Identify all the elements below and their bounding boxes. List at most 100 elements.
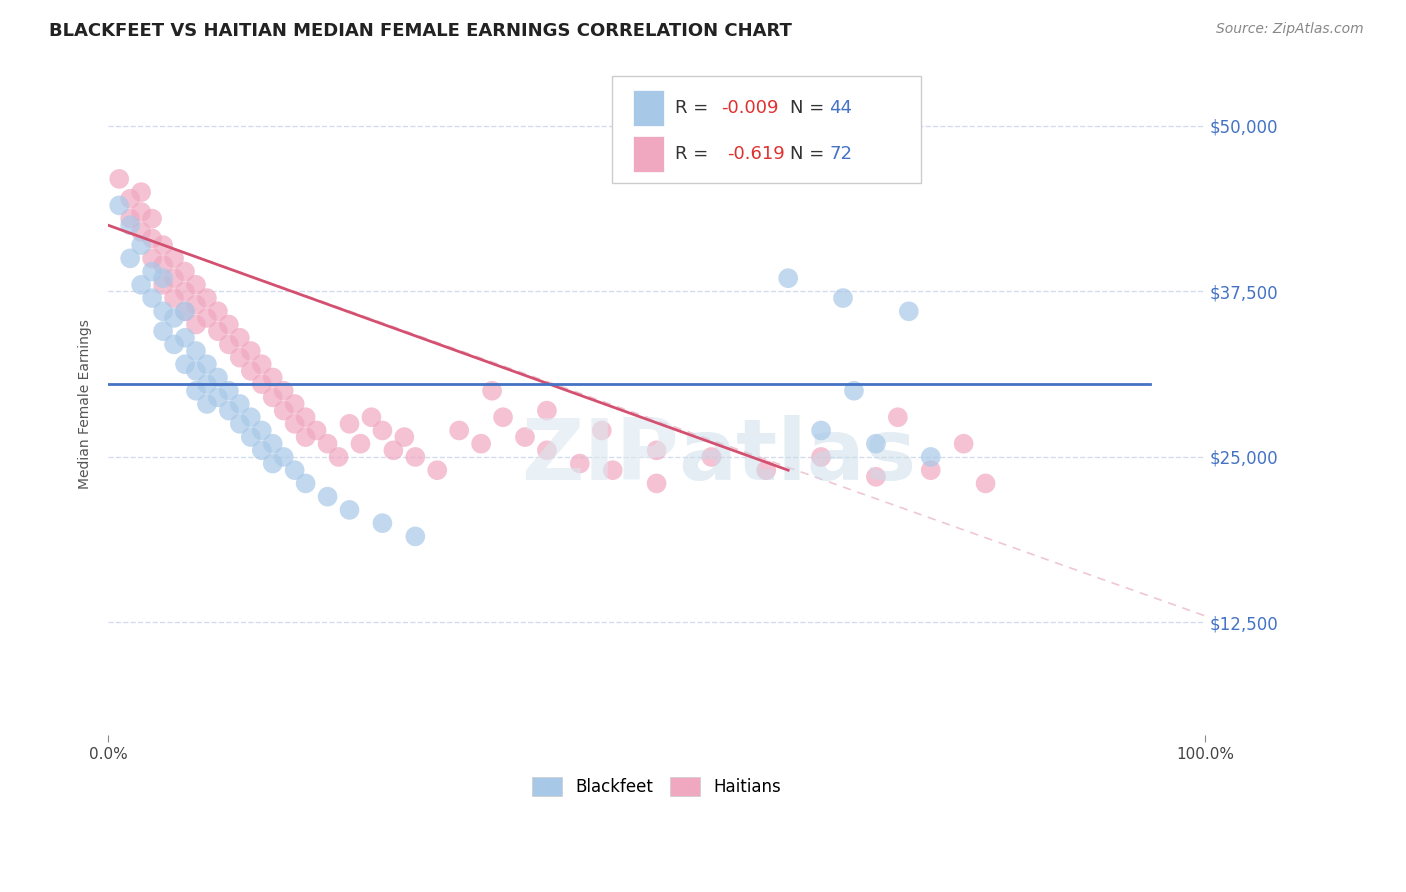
Point xyxy=(129,185,152,199)
Point xyxy=(239,410,262,425)
Point xyxy=(865,436,887,450)
Point xyxy=(120,211,142,226)
Point xyxy=(492,410,515,425)
Point xyxy=(184,298,207,312)
Point xyxy=(152,258,174,272)
Point xyxy=(239,364,262,378)
Point xyxy=(163,310,186,325)
Point xyxy=(371,516,394,530)
Point xyxy=(700,450,723,464)
Point xyxy=(229,351,252,365)
Point xyxy=(262,457,284,471)
Point xyxy=(229,331,252,345)
Point xyxy=(207,370,229,384)
Point xyxy=(250,357,273,371)
Point xyxy=(229,417,252,431)
Point xyxy=(163,252,186,266)
Point xyxy=(152,324,174,338)
Point xyxy=(974,476,997,491)
Point xyxy=(273,384,295,398)
Point xyxy=(339,417,361,431)
Text: Source: ZipAtlas.com: Source: ZipAtlas.com xyxy=(1216,22,1364,37)
Point xyxy=(184,364,207,378)
Point xyxy=(810,424,832,438)
Point xyxy=(229,397,252,411)
Point xyxy=(184,384,207,398)
Point xyxy=(513,430,536,444)
Point xyxy=(284,417,307,431)
Point xyxy=(207,390,229,404)
Point xyxy=(163,337,186,351)
Point xyxy=(273,403,295,417)
Point xyxy=(349,436,371,450)
Text: R =: R = xyxy=(675,145,720,163)
Point xyxy=(152,271,174,285)
Point xyxy=(152,277,174,292)
Point xyxy=(536,403,558,417)
Point xyxy=(163,271,186,285)
Point xyxy=(129,238,152,252)
Point xyxy=(108,198,131,212)
Point xyxy=(184,318,207,332)
Text: ZIP: ZIP xyxy=(520,416,679,499)
Point xyxy=(141,252,163,266)
Point xyxy=(174,357,197,371)
Point xyxy=(218,318,240,332)
Point xyxy=(404,529,426,543)
Point xyxy=(360,410,382,425)
Point xyxy=(294,476,316,491)
Point xyxy=(174,331,197,345)
Point xyxy=(602,463,624,477)
Point xyxy=(262,390,284,404)
Y-axis label: Median Female Earnings: Median Female Earnings xyxy=(79,319,93,489)
Point xyxy=(887,410,910,425)
Point xyxy=(897,304,920,318)
Text: R =: R = xyxy=(675,99,714,117)
Point xyxy=(832,291,855,305)
Point xyxy=(195,291,218,305)
Point xyxy=(152,304,174,318)
Point xyxy=(952,436,974,450)
Point xyxy=(120,219,142,233)
Point xyxy=(195,357,218,371)
Point xyxy=(195,310,218,325)
Point xyxy=(591,424,613,438)
Point xyxy=(174,304,197,318)
Point xyxy=(284,463,307,477)
Point xyxy=(129,277,152,292)
Point xyxy=(449,424,471,438)
Point xyxy=(218,403,240,417)
Point xyxy=(316,490,339,504)
Point xyxy=(568,457,591,471)
Legend: Blackfeet, Haitians: Blackfeet, Haitians xyxy=(526,770,787,803)
Point xyxy=(207,304,229,318)
Text: 72: 72 xyxy=(830,145,852,163)
Point xyxy=(120,252,142,266)
Point xyxy=(920,463,942,477)
Point xyxy=(426,463,449,477)
Text: -0.619: -0.619 xyxy=(727,145,785,163)
Text: -0.009: -0.009 xyxy=(721,99,779,117)
Point xyxy=(305,424,328,438)
Point xyxy=(284,397,307,411)
Point xyxy=(920,450,942,464)
Point xyxy=(262,370,284,384)
Point xyxy=(404,450,426,464)
Point xyxy=(152,238,174,252)
Point xyxy=(328,450,350,464)
Point xyxy=(184,344,207,359)
Text: N =: N = xyxy=(790,99,830,117)
Text: atlas: atlas xyxy=(679,416,917,499)
Text: BLACKFEET VS HAITIAN MEDIAN FEMALE EARNINGS CORRELATION CHART: BLACKFEET VS HAITIAN MEDIAN FEMALE EARNI… xyxy=(49,22,792,40)
Point xyxy=(174,304,197,318)
Point xyxy=(810,450,832,464)
Point xyxy=(250,443,273,458)
Point xyxy=(129,205,152,219)
Point xyxy=(536,443,558,458)
Point xyxy=(174,264,197,278)
Point xyxy=(141,264,163,278)
Point xyxy=(294,410,316,425)
Point xyxy=(174,285,197,299)
Point xyxy=(481,384,503,398)
Point xyxy=(262,436,284,450)
